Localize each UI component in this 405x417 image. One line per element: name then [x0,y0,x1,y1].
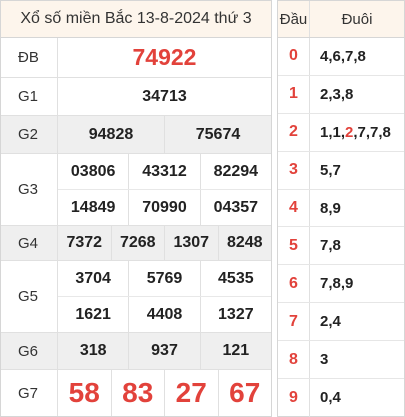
loto-tails: 3 [320,351,329,369]
loto-row: 1 2,3,8 [278,75,404,114]
prize-row-g6: G6 318 937 121 [1,333,271,370]
loto-table: Đầu Đuôi 0 4,6,7,8 1 2,3,8 2 1,1, 2,7,7,8… [277,0,405,417]
loto-head: 4 [278,189,310,227]
loto-row: 9 0,4 [278,379,404,417]
loto-tail-highlight: 2 [345,123,354,141]
prize-label: G2 [1,116,58,153]
loto-head: 8 [278,341,310,379]
loto-tails-part: 1,1, [320,123,346,141]
loto-row: 5 7,8 [278,227,404,266]
page-title: Xổ số miền Bắc 13-8-2024 thứ 3 [1,1,271,38]
prize-row-g3: G3 03806 43312 82294 14849 70990 04357 [1,154,271,226]
prize-row-g2: G2 94828 75674 [1,116,271,154]
loto-row: 3 5,7 [278,151,404,190]
loto-row: 2 1,1, 2,7,7,8 [278,113,404,152]
results-table: Xổ số miền Bắc 13-8-2024 thứ 3 ĐB 74922 … [0,0,272,417]
prize-number: 121 [222,342,250,359]
prize-label: G3 [1,154,58,225]
prize-number: 318 [58,333,130,369]
prize-label: G5 [1,261,58,332]
prize-row-g7: G7 58 83 27 67 [1,370,271,416]
prize-label: G1 [1,78,58,115]
loto-head: 7 [278,303,310,341]
loto-tails: 4,6,7,8 [320,47,366,65]
prize-number: 43312 [129,154,201,189]
prize-label: G6 [1,333,58,369]
prize-number: 1621 [58,297,130,332]
loto-row: 4 8,9 [278,189,404,228]
prize-number: 7268 [112,226,165,260]
prize-number: 14849 [58,190,130,225]
prize-number: 67 [229,377,261,408]
loto-head: 9 [278,379,310,417]
prize-number: 5769 [129,261,201,296]
loto-tails: 5,7 [320,161,341,179]
prize-row-g1: G1 34713 [1,78,271,116]
prize-label: G4 [1,226,58,260]
prize-number: 04357 [213,198,259,216]
prize-number: 03806 [58,154,130,189]
prize-number: 8248 [226,234,263,251]
loto-head: 0 [278,38,310,75]
prize-number: 7372 [58,226,112,260]
loto-head: 3 [278,151,310,189]
prize-label: G7 [1,370,58,416]
prize-number: 58 [58,370,112,416]
prize-number: 4535 [218,269,254,287]
loto-head: 2 [278,113,310,151]
loto-row: 7 2,4 [278,303,404,342]
prize-number: 4408 [129,297,201,332]
loto-header: Đầu Đuôi [278,1,404,38]
prize-row-db: ĐB 74922 [1,38,271,78]
prize-number: 75674 [195,125,241,143]
prize-row-g5: G5 3704 5769 4535 1621 4408 1327 [1,261,271,333]
prize-number: 1327 [218,305,254,323]
loto-head: 6 [278,265,310,303]
loto-tails: 0,4 [320,389,341,407]
prize-number: 74922 [132,44,197,70]
prize-number: 94828 [58,116,165,153]
loto-head: 1 [278,75,310,113]
loto-tails: 2,4 [320,313,341,331]
loto-tails: 8,9 [320,199,341,217]
prize-row-g4: G4 7372 7268 1307 8248 [1,226,271,261]
prize-number: 34713 [142,87,187,105]
prize-number: 937 [129,333,201,369]
loto-tails: 2,3,8 [320,85,354,103]
loto-tails: 1,1, 2,7,7,8 [310,114,404,151]
loto-head: 5 [278,227,310,265]
prize-number: 3704 [58,261,130,296]
loto-row: 0 4,6,7,8 [278,38,404,76]
loto-tails: 7,8 [320,237,341,255]
prize-number: 1307 [165,226,219,260]
prize-label: ĐB [1,38,58,77]
loto-tails: 7,8,9 [320,275,354,293]
loto-tails-part: ,7,7,8 [353,123,391,141]
prize-number: 83 [112,370,165,416]
head-column-label: Đầu [278,1,310,37]
loto-row: 8 3 [278,341,404,380]
prize-number: 82294 [213,162,259,180]
prize-number: 70990 [129,190,201,225]
tail-column-label: Đuôi [341,10,373,28]
loto-row: 6 7,8,9 [278,265,404,304]
prize-number: 27 [165,370,219,416]
